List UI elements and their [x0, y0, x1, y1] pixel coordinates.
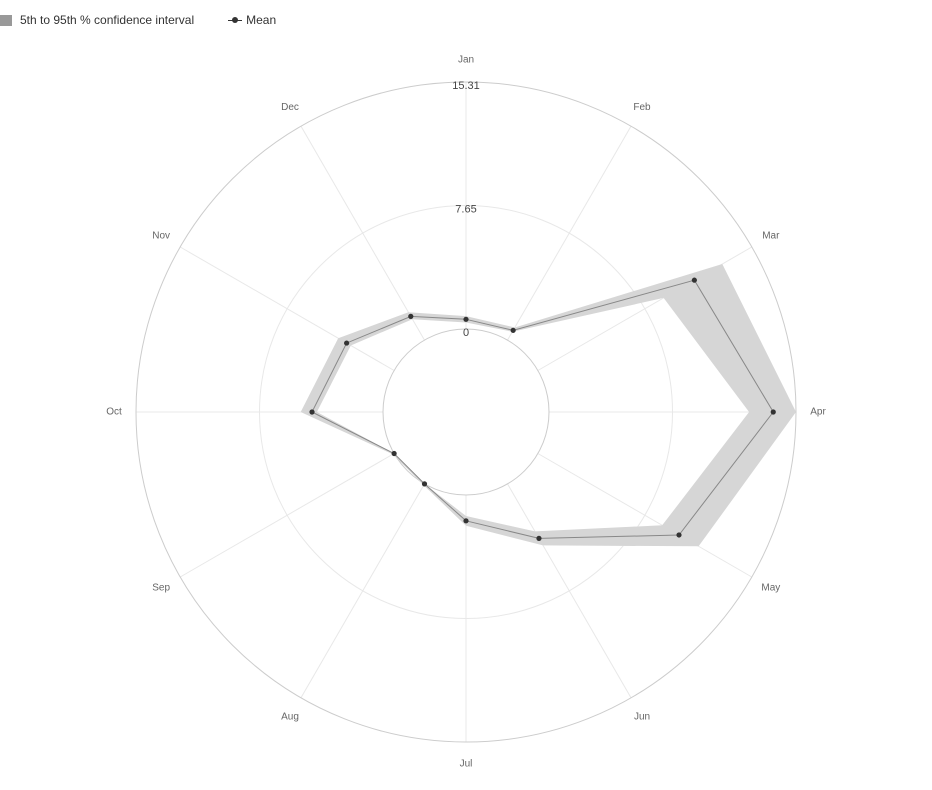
mean-point-oct — [309, 409, 315, 415]
mean-point-jan — [463, 316, 469, 322]
month-label-mar: Mar — [762, 231, 780, 242]
radial-tick-label: 7.65 — [455, 203, 476, 215]
legend-label-mean: Mean — [246, 13, 277, 27]
mean-point-may — [676, 532, 682, 538]
month-label-feb: Feb — [633, 102, 651, 113]
mean-point-nov — [344, 340, 350, 346]
radial-tick-label: 15.31 — [452, 80, 480, 92]
mean-point-feb — [510, 327, 516, 333]
month-label-oct: Oct — [106, 407, 122, 418]
mean-point-sep — [391, 450, 397, 457]
legend-item-mean[interactable]: Mean — [228, 13, 276, 27]
mean-point-jul — [463, 518, 469, 524]
legend-label-confidence-interval: 5th to 95th % confidence interval — [20, 13, 195, 27]
month-label-aug: Aug — [281, 711, 299, 722]
mean-point-apr — [770, 409, 776, 415]
month-label-dec: Dec — [281, 102, 299, 113]
month-label-sep: Sep — [152, 583, 170, 594]
month-label-jan: Jan — [458, 55, 474, 66]
mean-line-marker-icon — [228, 14, 243, 26]
confidence-band-swatch-icon — [0, 14, 12, 26]
mean-series-layer — [309, 277, 776, 541]
mean-point-mar — [691, 277, 697, 283]
radial-tick-label: 0 — [463, 327, 469, 339]
mean-point-aug — [421, 481, 428, 487]
legend-item-confidence-interval[interactable]: 5th to 95th % confidence interval — [0, 13, 194, 27]
month-label-jul: Jul — [460, 759, 473, 770]
legend: 5th to 95th % confidence interval Mean — [0, 11, 310, 29]
radar-grid — [135, 81, 797, 743]
month-label-jun: Jun — [634, 711, 650, 722]
month-label-nov: Nov — [152, 231, 170, 242]
mean-point-dec — [408, 313, 414, 319]
ring-mid — [259, 205, 673, 619]
mean-point-jun — [536, 535, 542, 541]
axis-labels: Jan Feb Mar Apr May Jun Jul Aug Sep Oct Nov Dec 0 7.6… — [106, 55, 826, 770]
ring-zero — [382, 328, 550, 496]
month-label-apr: Apr — [810, 407, 826, 418]
month-label-may: May — [761, 583, 780, 594]
